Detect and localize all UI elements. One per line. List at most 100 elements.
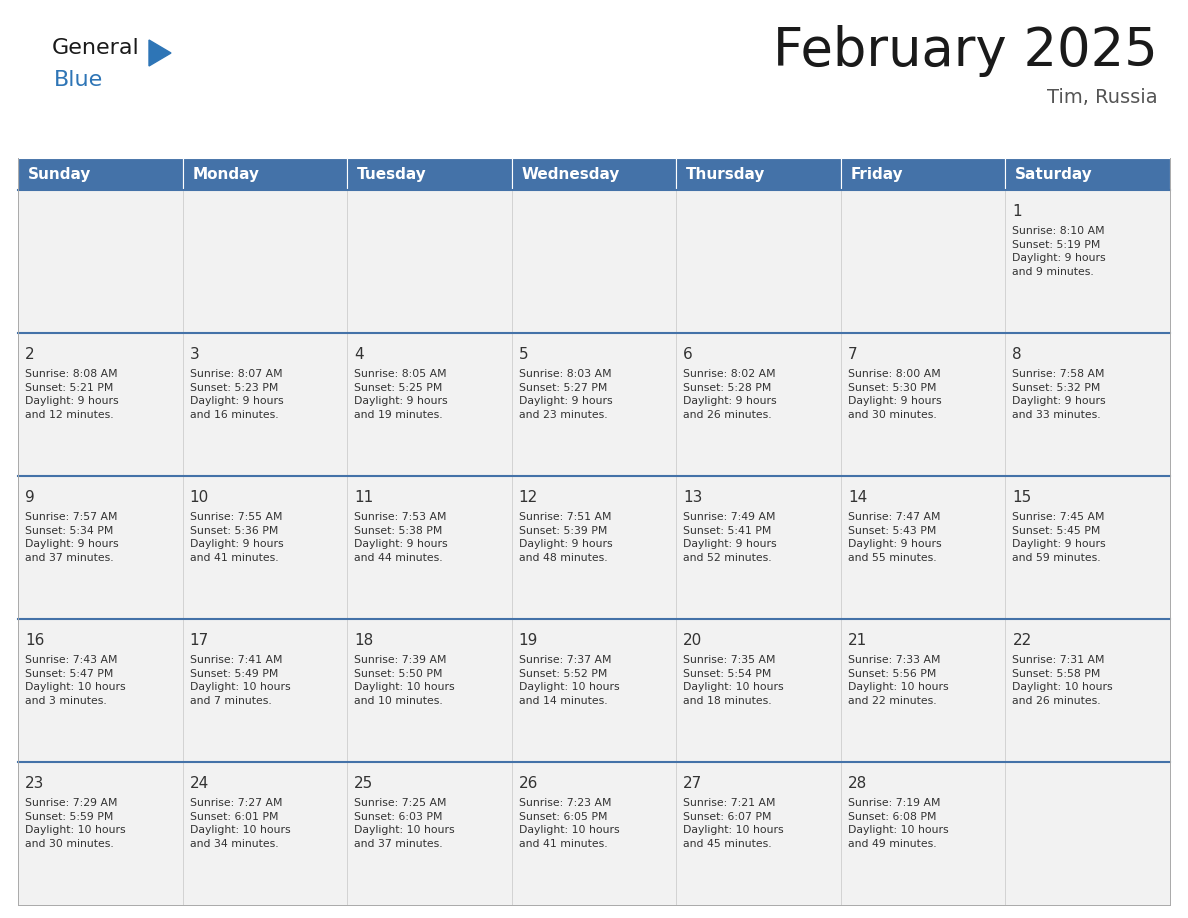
Bar [18,476,183,619]
Text: Sunday: Sunday [27,166,91,182]
Text: 6: 6 [683,347,693,362]
Bar [347,619,512,762]
Bar [676,190,841,333]
Text: Sunrise: 8:08 AM
Sunset: 5:21 PM
Daylight: 9 hours
and 12 minutes.: Sunrise: 8:08 AM Sunset: 5:21 PM Dayligh… [25,369,119,420]
Text: Sunrise: 7:47 AM
Sunset: 5:43 PM
Daylight: 9 hours
and 55 minutes.: Sunrise: 7:47 AM Sunset: 5:43 PM Dayligh… [848,512,941,563]
Text: Sunrise: 8:07 AM
Sunset: 5:23 PM
Daylight: 9 hours
and 16 minutes.: Sunrise: 8:07 AM Sunset: 5:23 PM Dayligh… [190,369,283,420]
Bar [347,333,512,476]
Bar [1005,333,1170,476]
Bar [18,619,183,762]
Text: Sunrise: 7:29 AM
Sunset: 5:59 PM
Daylight: 10 hours
and 30 minutes.: Sunrise: 7:29 AM Sunset: 5:59 PM Dayligh… [25,798,126,849]
Text: Sunrise: 7:19 AM
Sunset: 6:08 PM
Daylight: 10 hours
and 49 minutes.: Sunrise: 7:19 AM Sunset: 6:08 PM Dayligh… [848,798,948,849]
Bar [18,762,183,905]
Bar [183,476,347,619]
Text: Monday: Monday [192,166,259,182]
Polygon shape [148,40,171,66]
Bar [1005,619,1170,762]
Text: Sunrise: 7:23 AM
Sunset: 6:05 PM
Daylight: 10 hours
and 41 minutes.: Sunrise: 7:23 AM Sunset: 6:05 PM Dayligh… [519,798,619,849]
Bar [347,762,512,905]
Text: Sunrise: 7:27 AM
Sunset: 6:01 PM
Daylight: 10 hours
and 34 minutes.: Sunrise: 7:27 AM Sunset: 6:01 PM Dayligh… [190,798,290,849]
Text: Sunrise: 8:03 AM
Sunset: 5:27 PM
Daylight: 9 hours
and 23 minutes.: Sunrise: 8:03 AM Sunset: 5:27 PM Dayligh… [519,369,612,420]
Text: 28: 28 [848,776,867,791]
Text: Sunrise: 7:33 AM
Sunset: 5:56 PM
Daylight: 10 hours
and 22 minutes.: Sunrise: 7:33 AM Sunset: 5:56 PM Dayligh… [848,655,948,706]
Text: 23: 23 [25,776,44,791]
Bar [512,158,676,190]
Text: 5: 5 [519,347,529,362]
Bar [347,476,512,619]
Bar [676,476,841,619]
Bar [183,619,347,762]
Text: Sunrise: 7:41 AM
Sunset: 5:49 PM
Daylight: 10 hours
and 7 minutes.: Sunrise: 7:41 AM Sunset: 5:49 PM Dayligh… [190,655,290,706]
Text: General: General [52,38,140,58]
Bar [512,762,676,905]
Text: Wednesday: Wednesday [522,166,620,182]
Bar [1005,762,1170,905]
Bar [841,190,1005,333]
Bar [841,619,1005,762]
Bar [347,190,512,333]
Text: 27: 27 [683,776,702,791]
Bar [18,158,183,190]
Text: 7: 7 [848,347,858,362]
Text: 26: 26 [519,776,538,791]
Text: 14: 14 [848,490,867,505]
Text: 18: 18 [354,633,373,648]
Text: Sunrise: 7:55 AM
Sunset: 5:36 PM
Daylight: 9 hours
and 41 minutes.: Sunrise: 7:55 AM Sunset: 5:36 PM Dayligh… [190,512,283,563]
Text: Sunrise: 7:43 AM
Sunset: 5:47 PM
Daylight: 10 hours
and 3 minutes.: Sunrise: 7:43 AM Sunset: 5:47 PM Dayligh… [25,655,126,706]
Text: 25: 25 [354,776,373,791]
Bar [347,158,512,190]
Bar [512,619,676,762]
Text: 22: 22 [1012,633,1031,648]
Text: Sunrise: 7:31 AM
Sunset: 5:58 PM
Daylight: 10 hours
and 26 minutes.: Sunrise: 7:31 AM Sunset: 5:58 PM Dayligh… [1012,655,1113,706]
Text: Sunrise: 7:39 AM
Sunset: 5:50 PM
Daylight: 10 hours
and 10 minutes.: Sunrise: 7:39 AM Sunset: 5:50 PM Dayligh… [354,655,455,706]
Text: 24: 24 [190,776,209,791]
Text: Sunrise: 8:02 AM
Sunset: 5:28 PM
Daylight: 9 hours
and 26 minutes.: Sunrise: 8:02 AM Sunset: 5:28 PM Dayligh… [683,369,777,420]
Text: 21: 21 [848,633,867,648]
Text: Sunrise: 8:05 AM
Sunset: 5:25 PM
Daylight: 9 hours
and 19 minutes.: Sunrise: 8:05 AM Sunset: 5:25 PM Dayligh… [354,369,448,420]
Text: Tim, Russia: Tim, Russia [1048,88,1158,107]
Bar [183,333,347,476]
Text: Sunrise: 7:51 AM
Sunset: 5:39 PM
Daylight: 9 hours
and 48 minutes.: Sunrise: 7:51 AM Sunset: 5:39 PM Dayligh… [519,512,612,563]
Bar [183,762,347,905]
Bar [1005,190,1170,333]
Text: 8: 8 [1012,347,1022,362]
Text: Sunrise: 7:45 AM
Sunset: 5:45 PM
Daylight: 9 hours
and 59 minutes.: Sunrise: 7:45 AM Sunset: 5:45 PM Dayligh… [1012,512,1106,563]
Bar [183,158,347,190]
Text: Blue: Blue [53,70,103,90]
Text: Sunrise: 7:37 AM
Sunset: 5:52 PM
Daylight: 10 hours
and 14 minutes.: Sunrise: 7:37 AM Sunset: 5:52 PM Dayligh… [519,655,619,706]
Text: Sunrise: 7:49 AM
Sunset: 5:41 PM
Daylight: 9 hours
and 52 minutes.: Sunrise: 7:49 AM Sunset: 5:41 PM Dayligh… [683,512,777,563]
Text: 13: 13 [683,490,702,505]
Bar [676,333,841,476]
Bar [18,190,183,333]
Text: Sunrise: 7:53 AM
Sunset: 5:38 PM
Daylight: 9 hours
and 44 minutes.: Sunrise: 7:53 AM Sunset: 5:38 PM Dayligh… [354,512,448,563]
Text: 9: 9 [25,490,34,505]
Text: 10: 10 [190,490,209,505]
Text: 20: 20 [683,633,702,648]
Bar [1005,476,1170,619]
Text: Sunrise: 7:57 AM
Sunset: 5:34 PM
Daylight: 9 hours
and 37 minutes.: Sunrise: 7:57 AM Sunset: 5:34 PM Dayligh… [25,512,119,563]
Bar [841,333,1005,476]
Text: 15: 15 [1012,490,1031,505]
Text: 19: 19 [519,633,538,648]
Text: Sunrise: 8:10 AM
Sunset: 5:19 PM
Daylight: 9 hours
and 9 minutes.: Sunrise: 8:10 AM Sunset: 5:19 PM Dayligh… [1012,226,1106,277]
Text: 4: 4 [354,347,364,362]
Text: Tuesday: Tuesday [358,166,426,182]
Bar [183,190,347,333]
Text: Sunrise: 8:00 AM
Sunset: 5:30 PM
Daylight: 9 hours
and 30 minutes.: Sunrise: 8:00 AM Sunset: 5:30 PM Dayligh… [848,369,941,420]
Text: 1: 1 [1012,204,1022,219]
Text: 17: 17 [190,633,209,648]
Text: 3: 3 [190,347,200,362]
Text: Sunrise: 7:25 AM
Sunset: 6:03 PM
Daylight: 10 hours
and 37 minutes.: Sunrise: 7:25 AM Sunset: 6:03 PM Dayligh… [354,798,455,849]
Text: Sunrise: 7:35 AM
Sunset: 5:54 PM
Daylight: 10 hours
and 18 minutes.: Sunrise: 7:35 AM Sunset: 5:54 PM Dayligh… [683,655,784,706]
Text: Sunrise: 7:21 AM
Sunset: 6:07 PM
Daylight: 10 hours
and 45 minutes.: Sunrise: 7:21 AM Sunset: 6:07 PM Dayligh… [683,798,784,849]
Text: Saturday: Saturday [1016,166,1093,182]
Text: 11: 11 [354,490,373,505]
Text: Sunrise: 7:58 AM
Sunset: 5:32 PM
Daylight: 9 hours
and 33 minutes.: Sunrise: 7:58 AM Sunset: 5:32 PM Dayligh… [1012,369,1106,420]
Bar [1005,158,1170,190]
Text: February 2025: February 2025 [773,25,1158,77]
Bar [18,333,183,476]
Bar [512,476,676,619]
Text: 2: 2 [25,347,34,362]
Bar [676,619,841,762]
Bar [676,158,841,190]
